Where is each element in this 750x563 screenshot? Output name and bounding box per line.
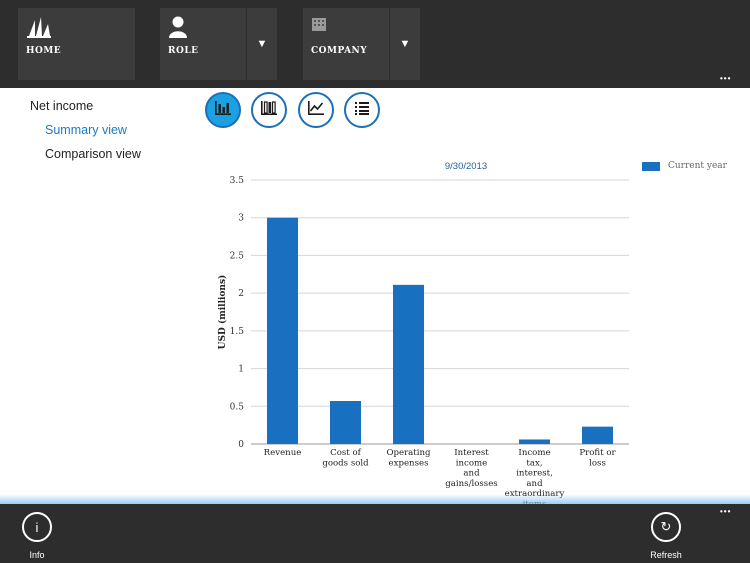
x-category-label: loss [589,458,606,468]
x-category-label: interest, [516,469,553,479]
x-category-label: goods sold [322,458,369,468]
refresh-button[interactable]: ↻ Refresh [641,512,691,560]
legend-label-current-year: Current year [668,161,727,171]
list-view-button[interactable] [344,92,380,128]
bottom-app-bar: i Info ↻ Refresh ••• [0,504,750,563]
person-icon [168,16,188,43]
info-button[interactable]: i Info [12,512,62,560]
top-more-menu-icon[interactable]: ••• [720,74,732,83]
x-category-label: expenses [389,458,429,468]
bar [393,284,424,444]
nav-summary-view[interactable]: Summary view [45,123,127,137]
role-label: ROLE [168,46,199,56]
refresh-label: Refresh [650,550,682,560]
x-category-label: Cost of [330,448,362,458]
app-bar-glow [0,494,750,504]
bar [267,217,298,444]
role-tile[interactable]: ROLE ▼ [160,8,277,80]
home-label: HOME [26,46,62,56]
line-chart-view-button[interactable] [298,92,334,128]
legend-swatch-current-year [642,161,660,171]
x-category-label: Interest [454,448,489,458]
y-axis-label: USD (millions) [217,275,228,350]
chart-title: 9/30/2013 [445,161,487,172]
x-category-label: tax, [526,458,542,468]
y-tick-label: 2.5 [230,251,245,261]
bar-chart-icon [214,100,232,121]
info-label: Info [29,550,45,560]
column-chart-icon [260,100,278,121]
x-category-label: Profit or [579,448,616,458]
x-category-label: income [456,458,488,468]
x-category-label: Revenue [264,448,302,458]
x-category-label: and [526,479,543,489]
nav-comparison-view[interactable]: Comparison view [45,147,141,161]
home-tile[interactable]: HOME [18,8,135,80]
x-category-label: gains/losses [445,479,497,489]
y-tick-label: 2 [238,289,244,299]
y-tick-label: 1 [238,365,244,375]
line-chart-icon [307,100,325,121]
chart-legend: Current year [642,161,727,171]
top-navigation-bar: HOME ROLE ▼ COMPANY ▼ ••• [0,0,750,88]
column-chart-view-button[interactable] [251,92,287,128]
company-label: COMPANY [311,46,368,56]
x-category-label: Income [518,448,550,458]
sail-logo-icon [26,16,52,43]
role-dropdown-toggle[interactable]: ▼ [246,8,277,80]
y-tick-label: 3.5 [230,176,245,186]
bar [519,439,550,444]
company-dropdown-toggle[interactable]: ▼ [389,8,420,80]
x-category-label: Operating [386,448,431,458]
x-category-label: and [463,469,480,479]
company-tile[interactable]: COMPANY ▼ [303,8,420,80]
y-tick-label: 0 [238,440,244,450]
bottom-more-menu-icon[interactable]: ••• [720,507,732,516]
info-icon: i [22,512,52,542]
y-tick-label: 3 [238,214,244,224]
nav-net-income[interactable]: Net income [30,99,94,113]
bar-chart-view-button[interactable] [205,92,241,128]
y-tick-label: 0.5 [230,402,245,412]
list-icon [354,101,370,120]
refresh-icon: ↻ [651,512,681,542]
bar [582,426,613,444]
bar [330,401,361,444]
building-icon [311,16,327,37]
y-tick-label: 1.5 [230,327,245,337]
